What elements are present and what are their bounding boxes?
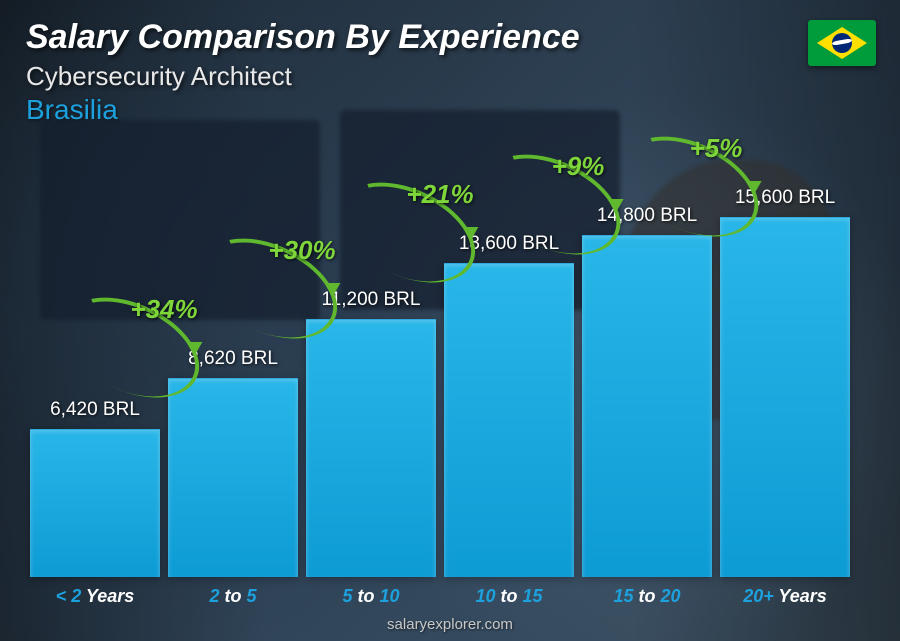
bar-column: 13,600 BRL [444, 233, 574, 577]
arrowhead-icon [187, 342, 203, 356]
category-label: 15 to 20 [582, 586, 712, 607]
bar-column: 14,800 BRL [582, 205, 712, 577]
page-title: Salary Comparison By Experience [26, 18, 580, 57]
bar-value-label: 6,420 BRL [50, 399, 140, 421]
category-label: 20+ Years [720, 586, 850, 607]
pct-increase: +34% [130, 296, 197, 327]
arrowhead-icon [608, 199, 624, 213]
pct-label: +5% [690, 133, 743, 164]
pct-label: +34% [130, 294, 197, 325]
flag-brazil-icon [808, 20, 876, 66]
arrowhead-icon [325, 283, 341, 297]
category-label: 10 to 15 [444, 586, 574, 607]
location: Brasilia [26, 94, 580, 126]
category-label: 2 to 5 [168, 586, 298, 607]
bar-column: 11,200 BRL [306, 289, 436, 577]
bar-column: 6,420 BRL [30, 399, 160, 577]
pct-label: +30% [268, 235, 335, 266]
job-title: Cybersecurity Architect [26, 61, 580, 92]
pct-increase: +30% [268, 237, 335, 268]
bar [582, 235, 712, 577]
pct-label: +21% [406, 179, 473, 210]
bar [168, 378, 298, 577]
arrowhead-icon [463, 227, 479, 241]
category-axis: < 2 Years 2 to 5 5 to 10 10 to 15 15 to 20 20… [30, 586, 850, 607]
bar [306, 319, 436, 577]
pct-label: +9% [552, 151, 605, 182]
pct-increase: +21% [406, 181, 473, 212]
footer-source: salaryexplorer.com [0, 616, 900, 633]
category-label: < 2 Years [30, 586, 160, 607]
bar [720, 217, 850, 577]
bar [444, 263, 574, 577]
header: Salary Comparison By Experience Cybersec… [26, 18, 580, 126]
bar [30, 429, 160, 577]
bar-column: 15,600 BRL [720, 187, 850, 577]
pct-increase: +5% [690, 135, 743, 166]
pct-increase: +9% [552, 153, 605, 184]
category-label: 5 to 10 [306, 586, 436, 607]
arrowhead-icon [746, 181, 762, 195]
